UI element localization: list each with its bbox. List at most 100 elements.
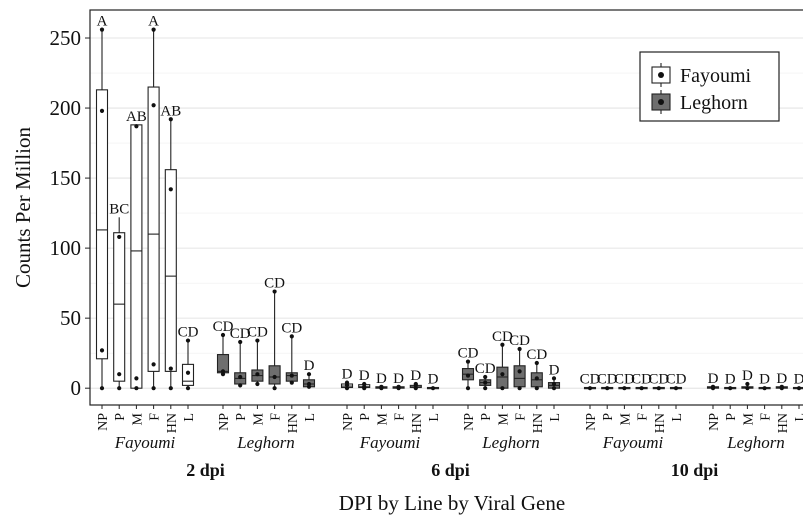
data-point xyxy=(710,384,716,389)
data-point xyxy=(500,372,505,377)
gene-tick-label: L xyxy=(303,413,318,422)
plot-frame xyxy=(89,9,803,406)
significance-letter: D xyxy=(304,358,315,374)
significance-letter: D xyxy=(359,368,370,384)
significance-letter: CD xyxy=(178,325,199,341)
data-point xyxy=(796,386,802,391)
y-axis-ticks: 0 50 100 150 200 250 xyxy=(50,26,90,400)
gene-tick-label: NP xyxy=(341,413,356,431)
box-10dpi-leghorn-np: D xyxy=(706,371,720,391)
data-point xyxy=(306,372,312,377)
data-point xyxy=(151,103,156,108)
significance-letter: CD xyxy=(526,347,547,363)
significance-letter: CD xyxy=(631,371,652,387)
data-point xyxy=(238,374,243,380)
data-point xyxy=(220,369,226,374)
box-2dpi-leghorn-p: CD xyxy=(230,326,251,388)
data-point xyxy=(185,370,191,375)
significance-letter: D xyxy=(708,371,719,387)
significance-letter: AB xyxy=(126,109,147,125)
box-10dpi-leghorn-f: D xyxy=(758,371,771,391)
data-point xyxy=(344,380,350,385)
data-point xyxy=(99,27,105,32)
data-point xyxy=(465,386,471,391)
data-point xyxy=(605,386,610,391)
line-group-label: Fayoumi xyxy=(602,433,664,452)
significance-letter: D xyxy=(376,371,387,387)
data-point xyxy=(272,374,277,380)
significance-letter: CD xyxy=(281,320,302,336)
significance-letter: D xyxy=(410,368,421,384)
data-point xyxy=(551,381,557,387)
data-point xyxy=(255,381,260,387)
y-tick-label: 250 xyxy=(50,26,82,50)
box-10dpi-fayoumi-f: CD xyxy=(631,371,652,391)
significance-letter: CD xyxy=(509,333,530,349)
data-point xyxy=(762,386,767,391)
data-point xyxy=(168,386,173,391)
significance-letter: A xyxy=(97,14,108,30)
x-axis-label: DPI by Line by Viral Gene xyxy=(339,491,565,515)
gene-tick-label: NP xyxy=(462,413,477,431)
gene-tick-label: M xyxy=(130,412,145,425)
gene-tick-label: L xyxy=(670,413,685,422)
significance-letter: D xyxy=(342,367,353,383)
data-point xyxy=(622,386,627,391)
data-point xyxy=(272,289,277,294)
data-point xyxy=(134,124,139,129)
significance-letter: D xyxy=(759,371,770,387)
y-tick-label: 50 xyxy=(60,306,81,330)
data-point xyxy=(117,386,122,391)
data-point xyxy=(500,386,505,391)
box-10dpi-fayoumi-l: CD xyxy=(666,371,687,391)
legend: Fayoumi Leghorn xyxy=(639,51,780,122)
gene-tick-label: P xyxy=(358,413,373,421)
legend-label-leghorn: Leghorn xyxy=(680,92,748,114)
significance-letter: CD xyxy=(458,346,479,362)
box-6dpi-fayoumi-m: D xyxy=(375,371,388,391)
data-point xyxy=(534,360,539,366)
legend-key-leghorn xyxy=(651,90,671,114)
box-2dpi-fayoumi-f: A xyxy=(147,14,160,391)
box-6dpi-leghorn-l: D xyxy=(547,362,561,391)
data-point xyxy=(483,380,488,385)
box-6dpi-fayoumi-p: D xyxy=(358,368,371,391)
y-tick-label: 0 xyxy=(71,376,82,400)
data-point xyxy=(99,108,105,113)
gene-tick-label: HN xyxy=(776,413,791,433)
significance-letter: D xyxy=(393,371,404,387)
gene-tick-label: M xyxy=(618,412,633,425)
data-point xyxy=(238,339,243,345)
data-point xyxy=(534,376,539,381)
gene-tick-label: NP xyxy=(217,413,232,431)
data-point xyxy=(272,386,277,391)
significance-letter: CD xyxy=(213,319,234,335)
box-body xyxy=(113,232,126,382)
significance-letter: D xyxy=(725,371,736,387)
line-group-label: Leghorn xyxy=(726,433,785,452)
significance-letter: CD xyxy=(475,361,496,377)
gene-tick-label: M xyxy=(741,412,756,425)
box-body xyxy=(268,365,281,385)
box-6dpi-leghorn-f: CD xyxy=(509,333,530,391)
box-body xyxy=(181,363,195,386)
significance-letter: CD xyxy=(492,329,513,345)
gene-tick-label: NP xyxy=(707,413,722,431)
gene-tick-label: M xyxy=(375,412,390,425)
significance-letter: D xyxy=(549,362,560,378)
y-tick-label: 100 xyxy=(50,236,82,260)
gene-tick-label: F xyxy=(148,413,163,421)
box-2dpi-fayoumi-np: A xyxy=(95,14,109,391)
significance-letter: A xyxy=(148,14,159,30)
significance-letter: CD xyxy=(264,276,285,292)
box-10dpi-leghorn-m: D xyxy=(741,368,754,391)
box-6dpi-leghorn-np: CD xyxy=(458,346,479,391)
significance-letter: CD xyxy=(247,325,268,341)
data-point xyxy=(99,386,105,391)
data-point xyxy=(745,386,750,391)
gene-tick-label: P xyxy=(113,413,128,421)
data-point xyxy=(483,386,488,391)
gene-tick-label: M xyxy=(251,412,266,425)
